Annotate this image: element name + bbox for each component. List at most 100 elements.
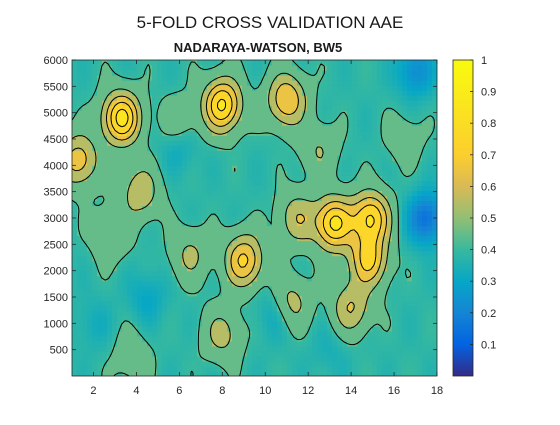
heatmap-cell [97, 85, 103, 91]
heatmap-cell [207, 125, 213, 131]
heatmap-cell [292, 200, 298, 207]
heatmap-cell [302, 360, 308, 367]
heatmap-cell [77, 80, 83, 86]
heatmap-cell [307, 75, 313, 81]
heatmap-cell [352, 120, 358, 126]
heatmap-cell [102, 165, 108, 171]
heatmap-cell [292, 265, 298, 272]
heatmap-cell [412, 130, 418, 136]
heatmap-cell [72, 160, 78, 166]
heatmap-cell [412, 270, 418, 277]
heatmap-cell [422, 305, 428, 312]
heatmap-cell [197, 120, 203, 126]
heatmap-cell [122, 360, 128, 367]
heatmap-cell [102, 125, 108, 131]
heatmap-cell [307, 190, 313, 197]
heatmap-cell [132, 60, 138, 66]
heatmap-cell [247, 300, 253, 307]
contour-line [72, 83, 387, 314]
heatmap-cell [197, 280, 203, 287]
heatmap-cell [357, 270, 363, 277]
heatmap-cell [102, 110, 108, 116]
heatmap-cell [197, 175, 203, 181]
heatmap-cell [357, 80, 363, 86]
heatmap-cell [392, 180, 398, 186]
heatmap-cell [227, 70, 233, 76]
heatmap-cell [357, 340, 363, 347]
heatmap-cell [302, 85, 308, 91]
heatmap-cell [362, 350, 368, 357]
heatmap-cell [367, 335, 373, 342]
heatmap-cell [427, 105, 433, 111]
heatmap-cell [282, 110, 288, 116]
heatmap-cell [217, 170, 223, 176]
heatmap-cell [297, 365, 303, 372]
heatmap-cell [127, 350, 133, 357]
heatmap-cell [77, 75, 83, 81]
heatmap-cell [362, 135, 368, 141]
heatmap-cell [142, 345, 148, 352]
heatmap-cell [147, 100, 153, 106]
heatmap-cell [252, 145, 258, 151]
heatmap-cell [402, 80, 408, 86]
heatmap-cell [207, 195, 213, 202]
heatmap-cell [92, 250, 98, 257]
heatmap-cell [402, 340, 408, 347]
heatmap-cell [432, 180, 437, 186]
heatmap-cell [177, 200, 183, 207]
heatmap-cell [187, 335, 193, 342]
heatmap-cell [202, 255, 208, 262]
heatmap-cell [387, 170, 393, 176]
heatmap-cell [352, 85, 358, 91]
heatmap-cell [137, 185, 143, 192]
heatmap-cell [82, 370, 88, 376]
heatmap-cell [302, 325, 308, 332]
heatmap-cell [362, 85, 368, 91]
heatmap-cell [117, 280, 123, 287]
heatmap-cell [377, 150, 383, 156]
heatmap-cell [152, 95, 158, 101]
heatmap-cell [77, 165, 83, 171]
heatmap-cell [117, 225, 123, 232]
heatmap-cell [162, 310, 168, 317]
heatmap-cell [237, 345, 243, 352]
heatmap-cell [277, 355, 283, 362]
heatmap-cell [242, 90, 248, 96]
heatmap-cell [132, 295, 138, 302]
heatmap-cell [97, 205, 103, 212]
heatmap-cell [127, 120, 133, 126]
heatmap-cell [407, 370, 413, 376]
heatmap-cell [72, 195, 78, 202]
heatmap-cell [252, 210, 258, 217]
heatmap-cell [412, 255, 418, 262]
heatmap-cell [117, 320, 123, 327]
heatmap-cell [332, 180, 338, 186]
heatmap-cell [237, 155, 243, 161]
heatmap-cell [217, 240, 223, 247]
heatmap-cell [192, 265, 198, 272]
heatmap-cell [282, 155, 288, 161]
heatmap-cell [267, 65, 273, 71]
heatmap-cell [337, 95, 343, 101]
heatmap-cell [122, 340, 128, 347]
heatmap-cell [147, 310, 153, 317]
heatmap-cell [142, 170, 148, 176]
heatmap-cell [387, 195, 393, 202]
heatmap-cell [287, 130, 293, 136]
heatmap-cell [377, 280, 383, 287]
heatmap-cell [102, 215, 108, 222]
heatmap-cell [112, 155, 118, 161]
heatmap-cell [137, 285, 143, 292]
heatmap-cell [117, 180, 123, 186]
heatmap-cell [177, 325, 183, 332]
heatmap-cell [202, 80, 208, 86]
heatmap-cell [317, 85, 323, 91]
heatmap-cell [382, 220, 388, 227]
heatmap-cell [392, 295, 398, 302]
heatmap-cell [417, 300, 423, 307]
heatmap-cell [147, 330, 153, 337]
heatmap-cell [137, 205, 143, 212]
heatmap-cell [292, 130, 298, 136]
heatmap-cell [252, 270, 258, 277]
heatmap-cell [227, 195, 233, 202]
